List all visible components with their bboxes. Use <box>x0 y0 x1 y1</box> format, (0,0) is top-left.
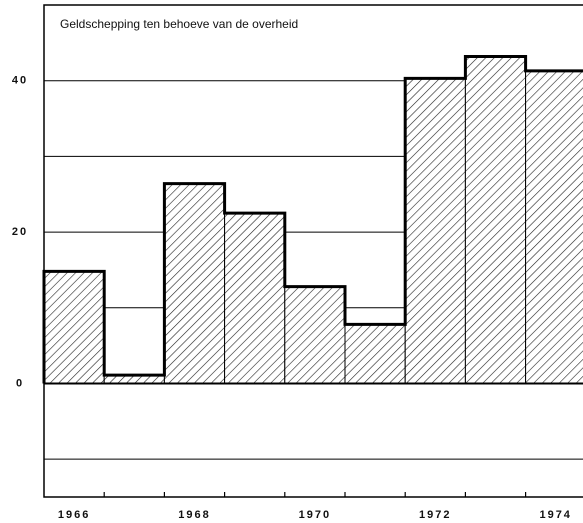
y-tick-label: 40 <box>12 75 28 87</box>
axis-frame <box>43 4 583 498</box>
bar <box>525 70 583 384</box>
bar <box>344 323 406 384</box>
bar <box>284 286 346 384</box>
bar <box>404 77 466 384</box>
x-tick-label: 1970 <box>299 509 331 521</box>
y-tick-label: 0 <box>16 377 24 389</box>
bar <box>464 55 527 384</box>
x-tick-label: 1966 <box>58 509 90 521</box>
bar <box>163 183 226 384</box>
x-tick-label: 1968 <box>178 509 210 521</box>
title-bg <box>56 14 386 36</box>
bar-outline <box>42 54 583 384</box>
y-tick-label: 20 <box>12 226 28 238</box>
chart-title: Geldschepping ten behoeve van de overhei… <box>60 17 298 31</box>
x-tick-label: 1974 <box>539 509 571 521</box>
x-tick-label: 1972 <box>419 509 451 521</box>
bar <box>43 270 105 384</box>
bar <box>224 212 286 384</box>
